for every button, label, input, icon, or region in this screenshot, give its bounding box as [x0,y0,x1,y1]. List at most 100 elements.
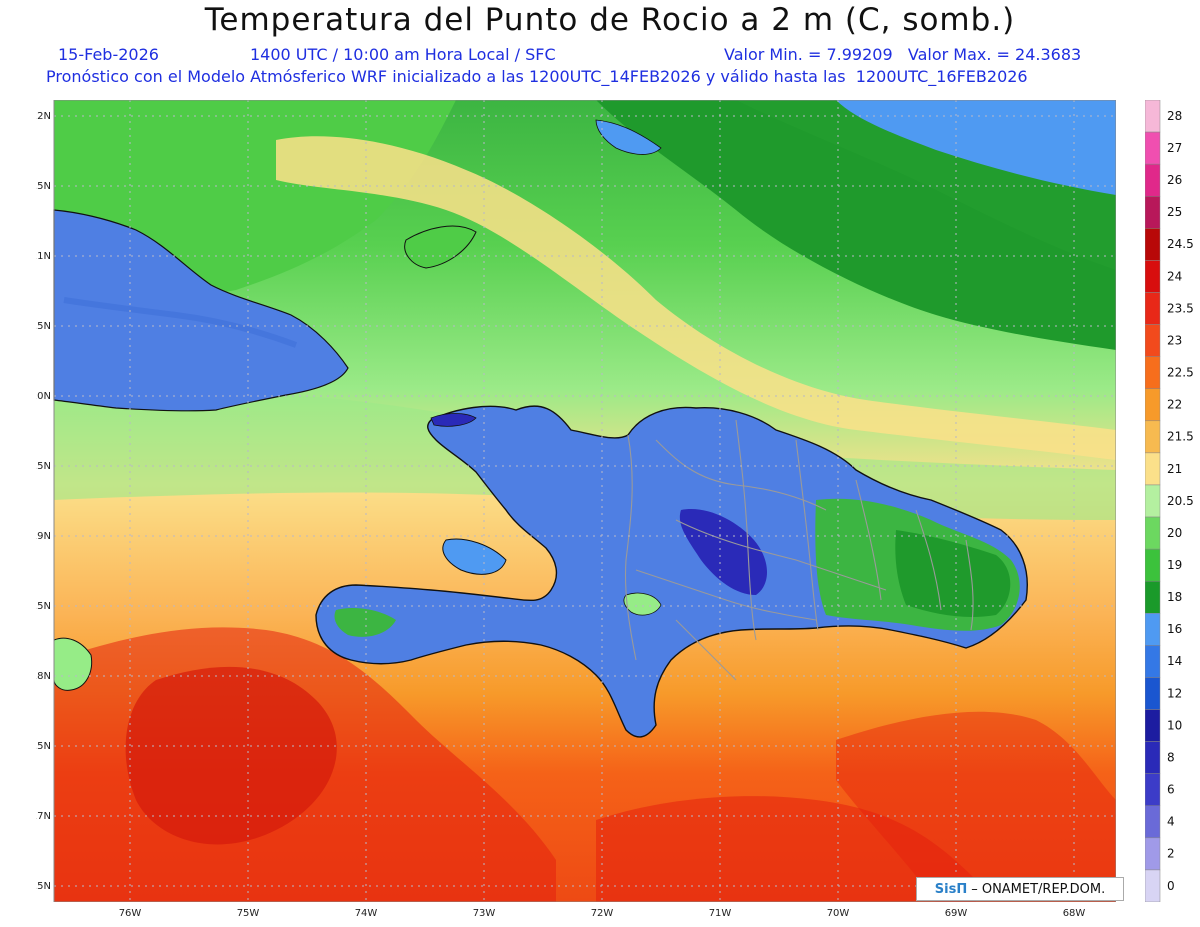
lon-label: 69W [945,908,968,919]
colorbar-label: 19 [1167,558,1182,572]
colorbar-label: 0 [1167,879,1175,893]
hispaniola-landmass [315,405,1028,738]
colorbar-swatch [1145,837,1161,871]
colorbar-label: 8 [1167,750,1175,764]
colorbar-swatch [1145,869,1161,902]
value-range-label: Valor Min. = 7.99209 Valor Max. = 24.368… [724,45,1082,64]
colorbar-swatch [1145,484,1161,518]
lon-label: 74W [355,908,378,919]
red-core-sw [125,666,337,845]
lon-label: 70W [827,908,850,919]
map-svg: 22N 1.5N 21N 0.5N 20N 9.5N 19N 8.5N 18N … [36,100,1116,902]
forecast-info: Pronóstico con el Modelo Atmósferico WRF… [46,67,1028,86]
east-dr-dark-green [895,530,1011,617]
latitude-labels: 22N 1.5N 21N 0.5N 20N 9.5N 19N 8.5N 18N … [36,111,51,892]
colorbar-label: 4 [1167,815,1175,829]
lat-label: 9.5N [36,461,51,472]
lat-label: 17N [36,811,51,822]
date-label: 15-Feb-2026 [58,45,159,64]
red-region-s [596,796,976,902]
map-frame [53,100,1116,902]
colorbar-swatch [1145,420,1161,454]
colorbar-swatch [1145,580,1161,614]
colorbar-swatch [1145,613,1161,646]
colorbar-label: 18 [1167,590,1182,604]
colorbar-label: 25 [1167,205,1182,219]
credit-text: – ONAMET/REP.DOM. [971,881,1106,897]
lat-label: 0.5N [36,321,51,332]
central-mountains-purple [679,509,768,595]
lat-label: 6.5N [36,881,51,892]
colorbar-label: 26 [1167,173,1182,187]
colorbar-swatch [1145,163,1161,197]
colorbar-swatch [1145,100,1161,133]
sw-peninsula-green [334,608,396,637]
lat-label: 21N [36,251,51,262]
lon-label: 76W [119,908,142,919]
colorbar-swatch [1145,516,1161,550]
lon-label: 73W [473,908,496,919]
inagua-island [404,225,477,269]
colorbar-swatch [1145,324,1161,357]
colorbar-swatch [1145,805,1161,839]
colorbar-label: 22.5 [1167,366,1194,380]
colorbar-label: 12 [1167,686,1182,700]
lat-lon-grid [54,100,1116,902]
yellow-tongue-north [276,136,1116,460]
cuba-landmass [53,209,349,412]
lat-label: 8.5N [36,601,51,612]
colorbar-label: 27 [1167,141,1182,155]
lake-enriquillo [623,592,662,616]
colorbar-swatch [1145,260,1161,293]
lat-label: 1.5N [36,181,51,192]
lat-label: 19N [36,531,51,542]
gonave-island [442,538,507,575]
colorbar-swatch [1145,548,1161,582]
colorbar-swatch [1145,677,1161,710]
colorbar-swatch [1145,773,1161,807]
colorbar-swatch [1145,645,1161,678]
colorbar-swatch [1145,356,1161,389]
colorbar-label: 24.5 [1167,237,1194,251]
colorbar-label: 21.5 [1167,430,1194,444]
credit-badge: SisΠ – ONAMET/REP.DOM. [916,877,1124,901]
province-borders [624,419,974,681]
colorbar-swatch [1145,388,1161,422]
colorbar-label: 28 [1167,109,1182,123]
map-panel: 22N 1.5N 21N 0.5N 20N 9.5N 19N 8.5N 18N … [36,100,1116,902]
time-label: 1400 UTC / 10:00 am Hora Local / SFC [250,45,556,64]
colorbar-label: 14 [1167,654,1182,668]
jamaica-island [53,637,93,691]
lon-label: 68W [1063,908,1086,919]
colorbar-swatch [1145,741,1161,774]
lon-label: 75W [237,908,260,919]
colorbar-label: 20.5 [1167,494,1194,508]
colorbar-label: 16 [1167,622,1182,636]
blue-ne-region [836,100,1116,195]
colorbar-label: 10 [1167,718,1182,732]
lon-label: 71W [709,908,732,919]
lat-label: 22N [36,111,51,122]
longitude-labels: 76W 75W 74W 73W 72W 71W 70W 69W 68W [119,908,1086,919]
tortuga-island [430,413,477,427]
colorbar: 2827262524.52423.52322.52221.52120.52019… [1145,100,1194,902]
colorbar-swatch [1145,709,1161,742]
red-region-se [836,711,1116,902]
brand-logo: SisΠ [934,881,968,897]
colorbar-label: 23.5 [1167,301,1194,315]
lat-label: 20N [36,391,51,402]
colorbar-swatch [1145,228,1161,261]
map-title: Temperatura del Punto de Rocio a 2 m (C,… [204,2,1016,38]
colorbar-swatch [1145,452,1161,486]
lon-label: 72W [591,908,614,919]
colorbar-label: 23 [1167,333,1182,347]
colorbar-label: 6 [1167,783,1175,797]
lat-label: 7.5N [36,741,51,752]
colorbar-label: 24 [1167,269,1182,283]
colorbar-label: 2 [1167,847,1175,861]
lat-label: 18N [36,671,51,682]
colorbar-swatch [1145,195,1161,229]
colorbar-swatch [1145,292,1161,325]
colorbar-label: 22 [1167,398,1182,412]
colorbar-label: 20 [1167,526,1182,540]
